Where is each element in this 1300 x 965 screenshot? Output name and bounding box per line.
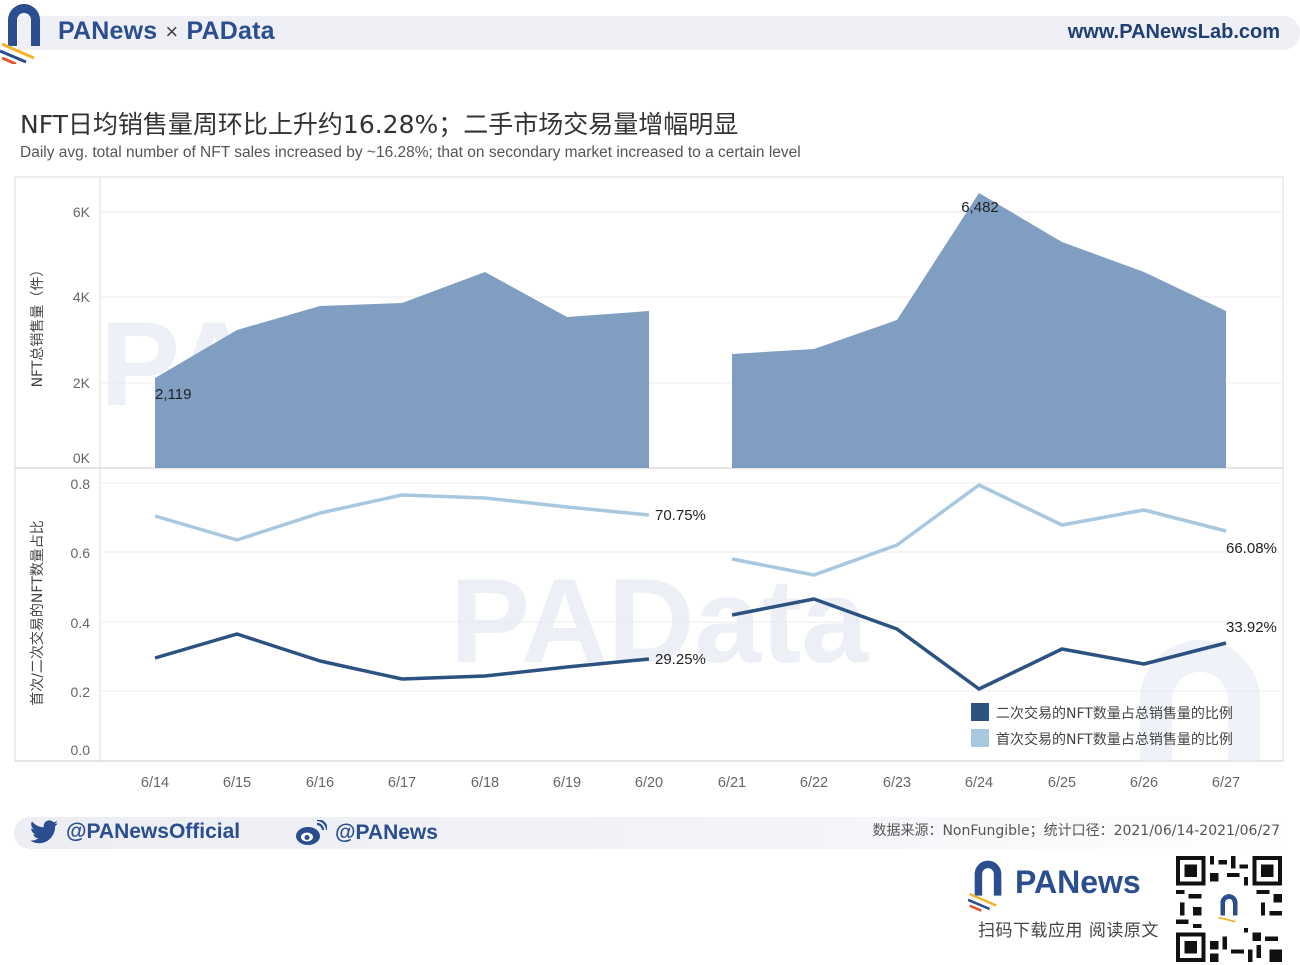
chart-title-cn: NFT日均销售量周环比上升约16.28%；二手市场交易量增幅明显 (20, 110, 739, 139)
twitter-handle[interactable]: @PANewsOfficial (30, 820, 240, 844)
lower-ytick: 0.6 (71, 545, 91, 561)
brand-separator: × (165, 19, 179, 44)
data-label-primary-w2: 66.08% (1226, 540, 1277, 557)
twitter-handle-text: @PANewsOfficial (66, 820, 241, 843)
site-url-link[interactable]: www.PANewsLab.com (1067, 21, 1280, 43)
qr-code-icon[interactable] (1176, 856, 1282, 962)
xtick: 6/27 (1212, 775, 1240, 791)
twitter-icon (30, 820, 58, 844)
data-label-primary-w1: 70.75% (655, 507, 706, 524)
brand-left: PANews (58, 17, 158, 45)
xtick: 6/24 (965, 775, 993, 791)
xtick: 6/25 (1048, 775, 1076, 791)
data-source-note: 数据来源：NonFungible；统计口径：2021/06/14-2021/06… (872, 823, 1280, 839)
footer-bar (14, 817, 1300, 849)
legend-label-primary: 首次交易的NFT数量占总销售量的比例 (996, 731, 1233, 748)
lower-gridlines (100, 482, 1283, 692)
xtick: 6/15 (223, 775, 251, 791)
xtick: 6/17 (388, 775, 416, 791)
xtick: 6/20 (635, 775, 663, 791)
upper-ylabel: NFT总销售量（件） (30, 263, 46, 388)
area-week2 (732, 193, 1226, 468)
legend-swatch-primary (971, 729, 989, 747)
brand-title: PANews × PAData (58, 17, 275, 46)
upper-ytick: 4K (73, 289, 91, 305)
xtick: 6/22 (800, 775, 828, 791)
xtick: 6/19 (553, 775, 581, 791)
xtick: 6/16 (306, 775, 334, 791)
secondary-line-week1 (154, 632, 650, 681)
secondary-line-week2 (731, 597, 1227, 691)
xtick: 6/18 (471, 775, 499, 791)
lower-ytick: 0.8 (71, 476, 91, 492)
chart-canvas: PANews 6K 4K 2K 0K NFT总销售量（件） 2,119 6,48… (14, 176, 1284, 791)
xtick: 6/21 (718, 775, 746, 791)
data-label-secondary-w2: 33.92% (1226, 619, 1277, 636)
upper-ytick: 0K (73, 450, 91, 466)
lower-ylabel: 首次/二次交易的NFT数量占比 (29, 520, 46, 706)
panews-logo-icon (0, 4, 40, 64)
data-label-secondary-w1: 29.25% (655, 651, 706, 668)
weibo-handle-text: @PANews (335, 821, 438, 844)
lower-ytick: 0.4 (71, 615, 91, 631)
legend-label-secondary: 二次交易的NFT数量占总销售量的比例 (996, 705, 1233, 722)
data-label-peak: 6,482 (961, 199, 999, 216)
lower-ytick: 0.0 (71, 742, 91, 758)
upper-ytick: 2K (73, 375, 91, 391)
legend: 二次交易的NFT数量占总销售量的比例 首次交易的NFT数量占总销售量的比例 (971, 703, 1233, 748)
xtick: 6/14 (141, 775, 169, 791)
brand-right: PAData (186, 17, 275, 45)
primary-line-week2 (731, 483, 1227, 577)
header-bar (18, 16, 1300, 50)
chart-title-en: Daily avg. total number of NFT sales inc… (20, 144, 801, 161)
weibo-icon (296, 820, 327, 845)
weibo-handle[interactable]: @PANews (295, 820, 438, 846)
watermark-padata: PAData (450, 554, 869, 688)
xtick: 6/23 (883, 775, 911, 791)
area-week1 (155, 272, 649, 468)
scan-instruction: 扫码下载应用 阅读原文 (978, 921, 1159, 941)
xtick: 6/26 (1130, 775, 1158, 791)
primary-line-week1 (154, 493, 650, 542)
lower-ytick: 0.2 (71, 684, 91, 700)
upper-ytick: 6K (73, 204, 91, 220)
panews-bottom-logo-icon (968, 860, 1002, 912)
watermark-logo-icon (1140, 640, 1260, 761)
bottom-brand-name: PANews (1015, 864, 1141, 900)
legend-swatch-secondary (971, 703, 989, 721)
data-label-first: 2,119 (155, 386, 191, 403)
